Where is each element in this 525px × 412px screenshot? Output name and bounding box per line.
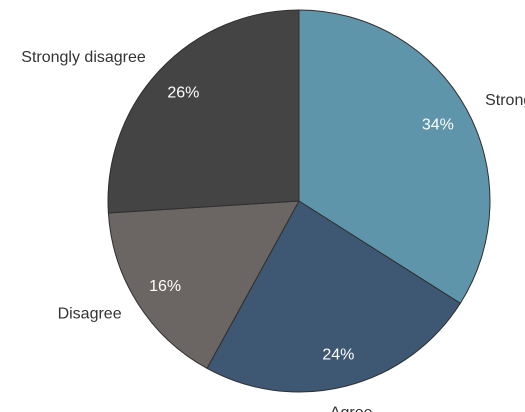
category-label-agree: Agree bbox=[330, 405, 373, 412]
category-labels: Strongly agree Agree Disagree Strongly disa… bbox=[21, 49, 525, 412]
percent-label-disagree: 16% bbox=[149, 278, 181, 295]
category-label-strongly-disagree: Strongly disagree bbox=[21, 49, 146, 66]
percent-label-agree: 24% bbox=[322, 347, 354, 364]
percent-label-strongly-agree: 34% bbox=[422, 117, 454, 134]
pie-slices bbox=[107, 9, 491, 393]
percent-label-strongly-disagree: 26% bbox=[167, 85, 199, 102]
category-label-disagree: Disagree bbox=[58, 306, 122, 323]
category-label-strongly-agree: Strongly agree bbox=[485, 92, 525, 109]
pie-slice-strongly-agree bbox=[298, 9, 491, 304]
pie-slice-disagree bbox=[107, 200, 300, 369]
pie-slice-strongly-disagree bbox=[107, 9, 300, 214]
pie-slice-agree bbox=[206, 200, 461, 393]
percent-labels: 34% 24% 16% 26% bbox=[149, 85, 454, 364]
